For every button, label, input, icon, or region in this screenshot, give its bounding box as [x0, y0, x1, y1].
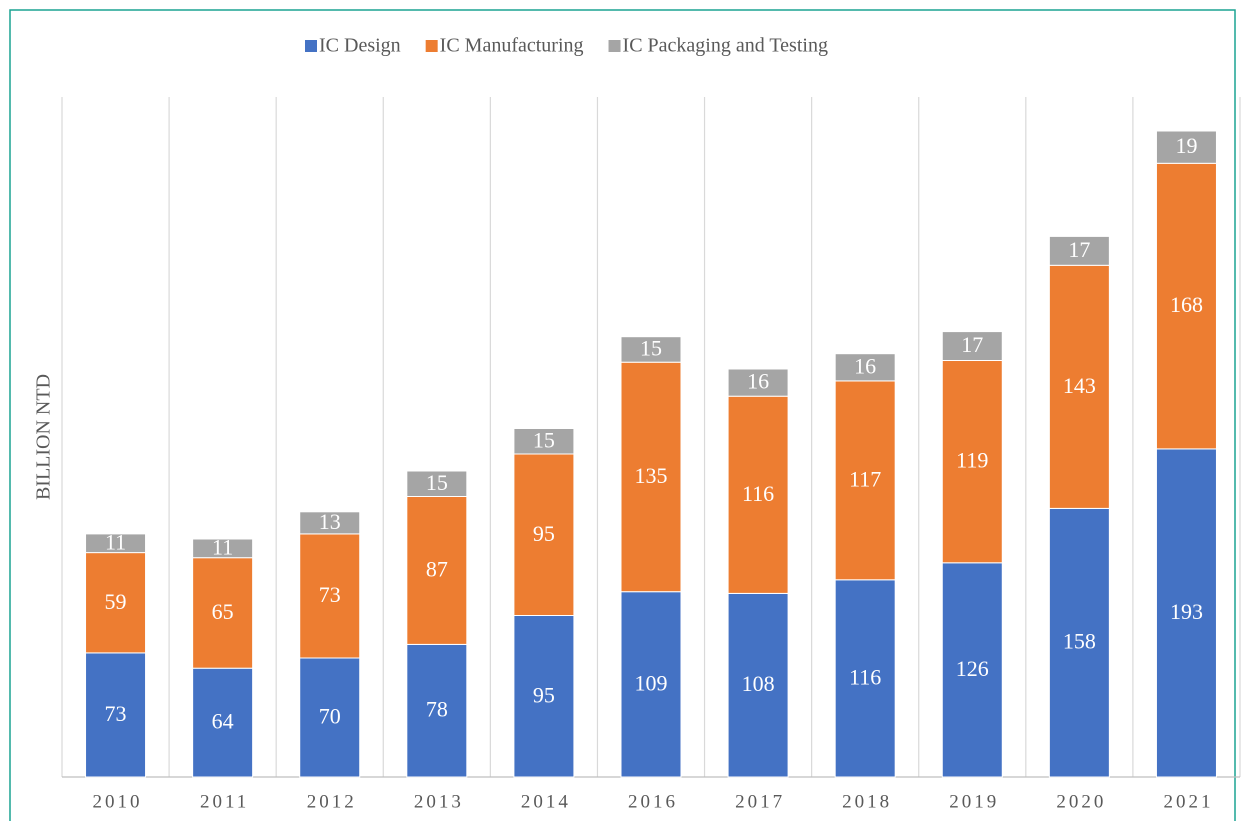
data-label: 11	[105, 529, 126, 554]
bar-segment	[192, 667, 254, 778]
x-tick-label: 2018	[842, 791, 892, 812]
data-label: 126	[956, 656, 989, 681]
x-tick-label: 2010	[93, 791, 143, 812]
chart-frame	[9, 9, 1236, 821]
bar-segment	[941, 562, 1003, 778]
bar-segment	[299, 533, 361, 659]
bar-segment	[1155, 448, 1217, 778]
x-tick-label: 2013	[414, 791, 464, 812]
data-label: 117	[849, 466, 881, 491]
legend-label: IC Packaging and Testing	[623, 35, 828, 57]
data-label: 158	[1063, 629, 1096, 654]
data-label: 168	[1170, 292, 1203, 317]
bar-segment	[513, 428, 575, 455]
data-label: 15	[426, 470, 448, 495]
bar-segment	[834, 380, 896, 581]
x-tick-label: 2014	[521, 791, 571, 812]
data-label: 95	[533, 682, 555, 707]
bar-segment	[299, 657, 361, 778]
bar-segment	[85, 652, 147, 778]
data-label: 73	[319, 582, 341, 607]
bar-segment	[620, 336, 682, 363]
bar-segment	[1048, 507, 1110, 778]
data-label: 59	[105, 589, 127, 614]
bar-segment	[1155, 130, 1217, 164]
bar-segment	[941, 360, 1003, 564]
x-tick-label: 2017	[735, 791, 785, 812]
bar-segment	[406, 643, 468, 778]
data-label: 78	[426, 697, 448, 722]
data-label: 11	[212, 534, 233, 559]
x-tick-label: 2021	[1163, 791, 1213, 812]
data-label: 64	[212, 709, 234, 734]
data-label: 16	[747, 369, 769, 394]
bar-segment	[620, 591, 682, 778]
bar-segment	[192, 538, 254, 559]
data-label: 15	[533, 427, 555, 452]
bar-segment	[620, 361, 682, 593]
bar-segment	[406, 496, 468, 645]
bar-segment	[406, 470, 468, 497]
bar-segment	[834, 579, 896, 778]
data-label: 95	[533, 521, 555, 546]
bar-segment	[513, 615, 575, 778]
y-axis-label: BILLION NTD	[33, 374, 55, 500]
bar-segment	[1048, 235, 1110, 266]
bar-segment	[192, 557, 254, 669]
data-label: 70	[319, 704, 341, 729]
data-label: 109	[635, 670, 668, 695]
data-label: 135	[635, 463, 668, 488]
data-label: 17	[1068, 237, 1090, 262]
x-tick-label: 2020	[1056, 791, 1106, 812]
bar-segment	[727, 368, 789, 397]
x-tick-label: 2016	[628, 791, 678, 812]
data-label: 87	[426, 556, 448, 581]
data-label: 17	[961, 332, 983, 357]
bar-segment	[1155, 162, 1217, 450]
bar-segment	[85, 533, 147, 554]
x-tick-label: 2011	[200, 791, 249, 812]
x-tick-label: 2012	[307, 791, 357, 812]
legend-label: IC Manufacturing	[440, 35, 584, 57]
data-label: 108	[742, 671, 775, 696]
legend-label: IC Design	[319, 35, 401, 57]
data-label: 116	[849, 664, 881, 689]
bar-segment	[834, 353, 896, 382]
data-label: 19	[1175, 133, 1197, 158]
bar-segment	[299, 511, 361, 535]
data-label: 16	[854, 353, 876, 378]
data-label: 143	[1063, 373, 1096, 398]
data-label: 119	[956, 448, 988, 473]
bar-segment	[1048, 264, 1110, 509]
data-label: 116	[742, 481, 774, 506]
data-label: 193	[1170, 599, 1203, 624]
data-label: 13	[319, 509, 341, 534]
bar-segment	[941, 331, 1003, 362]
legend-swatch	[608, 40, 621, 52]
bar-segment	[85, 552, 147, 654]
bar-segment	[727, 395, 789, 594]
x-tick-label: 2019	[949, 791, 999, 812]
data-label: 15	[640, 335, 662, 360]
data-label: 73	[105, 701, 127, 726]
data-label: 65	[212, 599, 234, 624]
legend-swatch	[305, 40, 317, 52]
legend-swatch	[425, 40, 438, 52]
